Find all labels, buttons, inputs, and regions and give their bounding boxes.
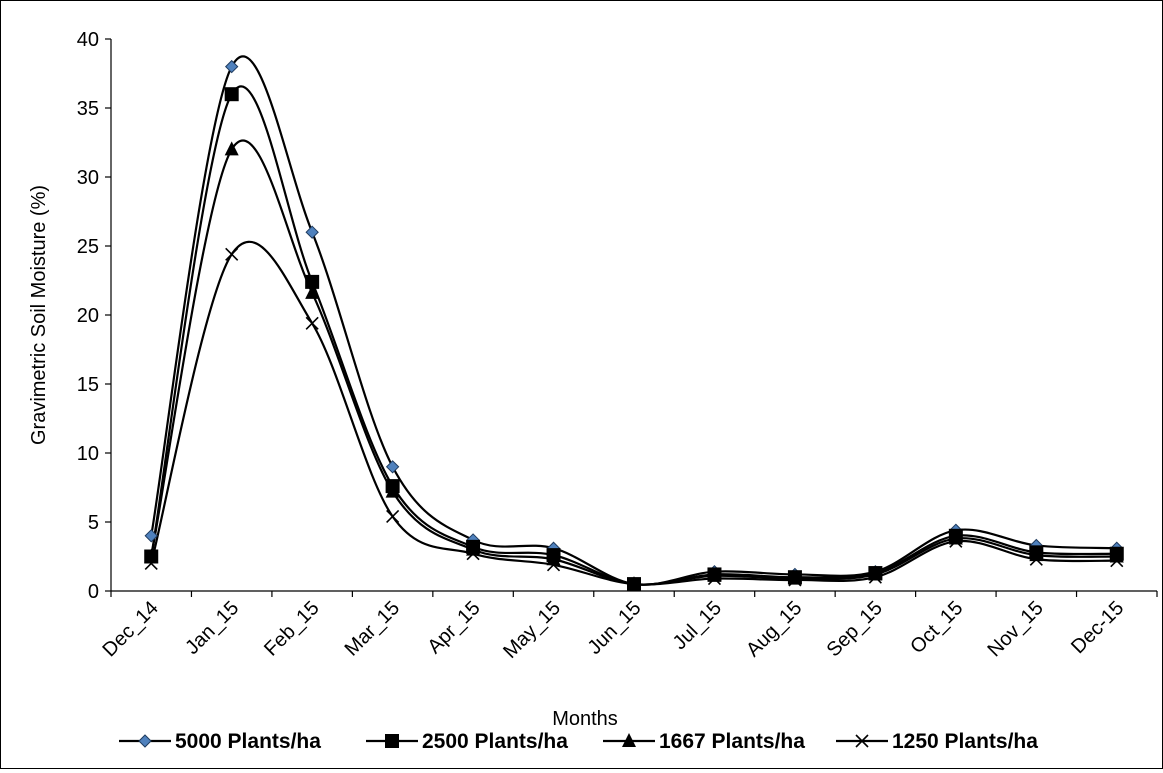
legend-marker: [855, 734, 869, 748]
series-line-3: [150, 139, 1117, 586]
data-point-series-3: [466, 541, 481, 556]
data-point-series-4-stroke: [305, 316, 319, 330]
data-point-series-4-stroke: [144, 556, 158, 570]
x-tick-label: Jul_15: [669, 597, 726, 654]
legend-label: 1667 Plants/ha: [659, 730, 805, 753]
data-point-series-4: [1110, 554, 1124, 568]
data-point-series-3: [787, 570, 802, 585]
x-tick-label: Sep_15: [823, 597, 887, 661]
x-tick-label: Mar_15: [341, 597, 405, 661]
legend-marker: [622, 733, 636, 747]
data-point-series-4-stroke: [466, 547, 480, 561]
data-point-series-4-stroke: [788, 573, 802, 587]
data-point-series-3: [305, 284, 320, 299]
data-point-series-4-stroke: [868, 570, 882, 584]
data-point-series-3: [707, 567, 722, 582]
data-point-series-4-stroke: [949, 534, 963, 548]
x-tick-label: Apr_15: [423, 597, 484, 658]
y-tick-label: 25: [77, 236, 99, 258]
series-line-4: [150, 240, 1117, 586]
data-point-series-3: [868, 566, 883, 581]
data-point-series-1: [144, 529, 158, 543]
data-point-series-1: [305, 225, 319, 239]
x-tick-label: Nov_15: [984, 597, 1048, 661]
y-tick-label: 40: [77, 29, 99, 51]
data-point-series-4: [305, 316, 319, 330]
data-point-series-3: [1109, 548, 1124, 563]
legend: 5000 Plants/ha 2500 Plants/ha 1667 Plants/…: [119, 730, 1038, 753]
y-axis-title: Gravimetric Soil Moisture (%): [28, 185, 50, 445]
data-point-series-4: [546, 558, 561, 572]
data-point-series-4: [627, 577, 641, 591]
data-point-series-1: [224, 59, 239, 74]
x-tick-label: Oct_15: [906, 597, 967, 658]
y-tick-label: 30: [77, 167, 99, 189]
legend-marker: [385, 734, 399, 748]
legend-label: 1250 Plants/ha: [892, 730, 1038, 753]
x-tick-label: Dec_14: [98, 597, 162, 661]
series-lines: [150, 55, 1117, 586]
data-point-series-2: [224, 87, 239, 102]
data-point-series-4: [144, 556, 158, 570]
legend-label: 5000 Plants/ha: [175, 730, 321, 753]
data-point-series-4: [466, 547, 480, 561]
data-point-series-4: [788, 573, 802, 587]
legend-marker: [138, 734, 152, 748]
y-tick-label: 5: [88, 512, 99, 534]
data-point-series-4-stroke: [1029, 552, 1043, 566]
data-point-series-2: [305, 274, 320, 289]
data-point-series-4-stroke: [707, 572, 722, 586]
x-tick-label: Jun_15: [584, 597, 646, 659]
legend-label: 2500 Plants/ha: [422, 730, 568, 753]
y-tick-label: 0: [88, 581, 99, 603]
y-tick-label: 35: [77, 98, 99, 120]
data-point-series-4: [949, 534, 963, 548]
y-tick-label: 10: [77, 443, 99, 465]
data-point-series-4-stroke: [546, 558, 561, 572]
data-point-series-4: [1029, 552, 1043, 566]
data-point-series-4: [225, 247, 239, 261]
x-tick-label: Jan_15: [181, 597, 243, 659]
data-point-series-4: [707, 572, 722, 586]
y-tick-label: 20: [77, 305, 99, 327]
x-tick-label: Dec-15: [1067, 597, 1128, 658]
data-point-series-3: [224, 141, 239, 156]
series-markers: [144, 59, 1124, 592]
x-tick-label: Aug_15: [742, 597, 806, 661]
legend-marker-stroke: [855, 734, 869, 748]
data-point-series-3: [385, 483, 400, 498]
x-axis-title: Months: [552, 708, 618, 730]
data-point-series-4: [868, 570, 882, 584]
y-tick-label: 15: [77, 374, 99, 396]
x-tick-label: May_15: [499, 597, 565, 663]
data-point-series-3: [948, 530, 963, 545]
axes: 0 5 10 15 20 25 30 35 40 Dec_14 Jan_15 Feb_15 Mar_15…: [77, 29, 1158, 663]
data-point-series-3: [1029, 547, 1044, 562]
data-point-series-1: [385, 460, 400, 474]
data-point-series-4: [386, 509, 400, 524]
data-point-series-4-stroke: [386, 509, 400, 524]
x-tick-label: Feb_15: [260, 597, 324, 661]
data-point-series-4-stroke: [1110, 554, 1124, 568]
data-point-series-4-stroke: [225, 247, 239, 261]
data-point-series-4-stroke: [627, 577, 641, 591]
series-line-2: [150, 85, 1117, 586]
series-line-1: [150, 55, 1117, 586]
